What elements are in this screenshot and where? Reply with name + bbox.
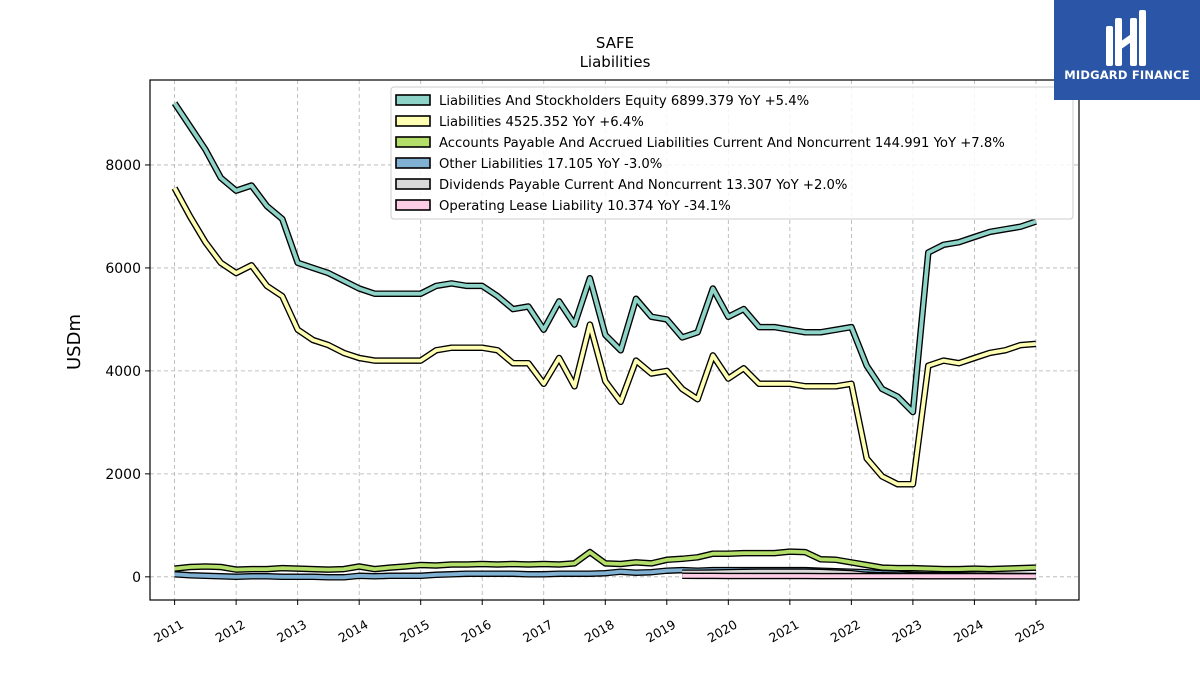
- y-tick-label: 6000: [105, 261, 141, 277]
- legend-entry: Other Liabilities 17.105 YoY -3.0%: [439, 157, 662, 172]
- plot-frame: [149, 79, 1080, 601]
- x-tick-label: 2016: [459, 617, 494, 646]
- x-tick-label: 2020: [705, 617, 740, 646]
- plot-area: [171, 101, 1037, 581]
- y-tick-label: 8000: [105, 158, 141, 174]
- legend-entry: Liabilities And Stockholders Equity 6899…: [439, 94, 809, 109]
- brand-logo: MIDGARD FINANCE: [1054, 0, 1200, 100]
- legend-entry: Liabilities 4525.352 YoY +6.4%: [439, 115, 644, 130]
- legend-entry: Dividends Payable Current And Noncurrent…: [439, 178, 847, 193]
- legend-entry: Accounts Payable And Accrued Liabilities…: [439, 136, 1005, 151]
- brand-name: MIDGARD FINANCE: [1064, 68, 1190, 82]
- x-tick-label: 2024: [951, 617, 986, 646]
- x-tick-label: 2013: [274, 617, 309, 646]
- x-tick-label: 2021: [766, 617, 801, 646]
- legend-swatch: [395, 94, 431, 106]
- chart-title: SAFE: [596, 34, 634, 52]
- x-tick-label: 2022: [828, 617, 863, 646]
- series-line-accounts-payable-and-accrued-liabilities-current-and-noncurrent: [174, 549, 1036, 572]
- legend: Liabilities And Stockholders Equity 6899…: [390, 86, 1074, 220]
- legend-entry: Operating Lease Liability 10.374 YoY -34…: [439, 199, 731, 214]
- series-line-liabilities: [172, 187, 1037, 487]
- x-tick-label: 2012: [213, 617, 248, 646]
- x-tick-label: 2015: [397, 617, 432, 646]
- x-tick-label: 2025: [1012, 617, 1047, 646]
- y-axis-label: USDm: [64, 314, 85, 370]
- legend-box: [390, 86, 1074, 220]
- y-tick-label: 2000: [105, 467, 141, 483]
- x-tick-label: 2017: [520, 617, 555, 646]
- legend-swatch: [395, 157, 431, 169]
- x-tick-label: 2014: [336, 617, 371, 646]
- x-tick-label: 2023: [889, 617, 924, 646]
- legend-swatch: [395, 115, 431, 127]
- y-tick-label: 0: [132, 570, 141, 586]
- legend-swatch: [395, 136, 431, 148]
- legend-swatch: [395, 199, 431, 211]
- brand-logo-icon: [1106, 10, 1146, 66]
- chart-subtitle: Liabilities: [580, 53, 651, 71]
- x-tick-label: 2018: [582, 617, 617, 646]
- legend-swatch: [395, 178, 431, 190]
- series-line-liabilities-and-stockholders-equity: [173, 102, 1037, 415]
- x-tick-label: 2019: [643, 617, 678, 646]
- series-line-operating-lease-liability: [682, 573, 1036, 579]
- x-tick-label: 2011: [151, 617, 186, 646]
- y-tick-label: 4000: [105, 364, 141, 380]
